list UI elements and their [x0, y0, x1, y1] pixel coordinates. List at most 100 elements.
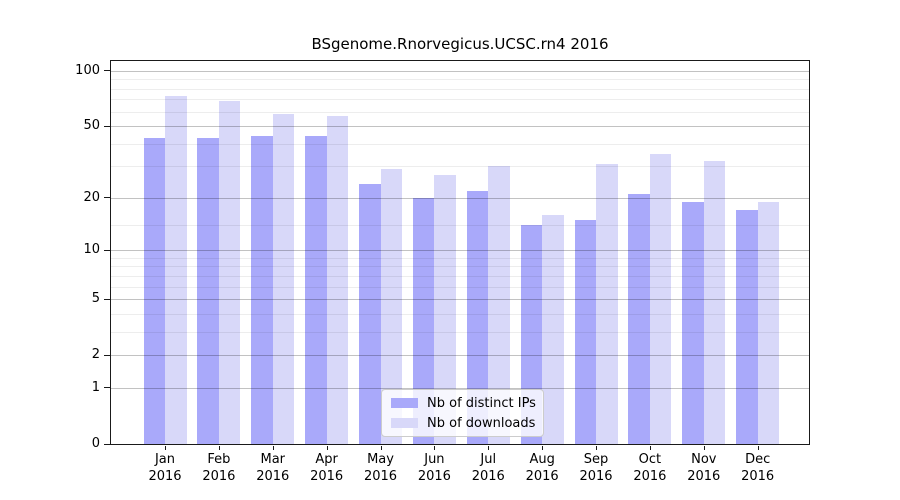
x-label-year: 2016: [471, 469, 505, 484]
x-label-year: 2016: [741, 469, 775, 484]
x-axis-tick-label: Dec 2016: [728, 451, 788, 485]
minor-gridline: [111, 331, 809, 333]
y-axis-tick-label: 5: [91, 291, 100, 307]
y-axis-tick: [104, 249, 111, 251]
x-axis-tick: [649, 446, 651, 450]
minor-gridline: [111, 266, 809, 268]
bar-downloads: [326, 115, 349, 444]
minor-gridline: [111, 313, 809, 315]
x-label-month: Sep: [583, 452, 609, 467]
x-label-year: 2016: [310, 469, 344, 484]
bar-downloads: [596, 163, 618, 444]
x-label-month: Nov: [691, 452, 717, 467]
x-label-month: Feb: [207, 452, 231, 467]
minor-gridline: [111, 79, 809, 81]
bar-downloads: [165, 96, 187, 444]
bar-distinct-ips: [574, 219, 597, 444]
y-axis-tick: [104, 443, 111, 445]
x-axis-tick-label: Apr 2016: [297, 451, 357, 485]
chart-title: BSgenome.Rnorvegicus.UCSC.rn4 2016: [311, 35, 609, 53]
x-label-year: 2016: [256, 469, 290, 484]
y-axis-tick-label: 20: [83, 189, 100, 205]
major-gridline: [111, 355, 809, 357]
bar-downloads: [757, 201, 780, 444]
bar-downloads: [218, 100, 241, 444]
bar-distinct-ips: [628, 194, 650, 444]
x-axis-tick-label: May 2016: [351, 451, 411, 485]
x-axis-tick: [272, 446, 274, 450]
minor-gridline: [111, 166, 809, 168]
bar-distinct-ips: [359, 183, 381, 444]
minor-gridline: [111, 99, 809, 101]
legend-swatch-downloads: [391, 418, 418, 428]
y-axis-tick: [104, 197, 111, 199]
major-gridline: [111, 250, 809, 252]
bar-downloads: [542, 215, 564, 444]
x-axis-tick-label: Jun 2016: [404, 451, 464, 485]
x-label-month: May: [367, 452, 394, 467]
y-axis-tick-label: 2: [91, 347, 100, 363]
major-gridline: [111, 70, 809, 72]
minor-gridline: [111, 88, 809, 90]
y-axis-tick: [104, 354, 111, 356]
x-label-year: 2016: [633, 469, 667, 484]
bar-distinct-ips: [736, 210, 758, 444]
minor-gridline: [111, 143, 809, 145]
bar-downloads: [703, 161, 726, 444]
bar-distinct-ips: [412, 197, 435, 444]
x-axis-tick: [165, 446, 166, 450]
bar-downloads: [488, 166, 510, 444]
bar-downloads: [434, 174, 456, 444]
x-axis-tick: [703, 446, 705, 450]
x-axis-tick: [380, 446, 382, 450]
x-label-month: Mar: [260, 452, 286, 467]
x-label-year: 2016: [687, 469, 721, 484]
legend-label-downloads: Nb of downloads: [427, 415, 536, 431]
x-axis-tick: [542, 446, 544, 450]
x-axis-tick: [757, 446, 759, 450]
x-label-month: Dec: [745, 452, 771, 467]
legend-item-downloads: Nb of downloads: [391, 415, 536, 431]
y-axis-tick-label: 10: [83, 242, 100, 258]
x-axis-tick-label: Aug 2016: [512, 451, 572, 485]
x-axis-tick: [434, 446, 436, 450]
x-label-month: Oct: [638, 452, 662, 467]
y-axis-tick-label: 50: [83, 118, 100, 134]
legend-swatch-distinct-ips: [391, 398, 418, 408]
x-label-year: 2016: [579, 469, 613, 484]
bar-distinct-ips: [251, 136, 273, 444]
x-axis-tick: [218, 446, 220, 450]
minor-gridline: [111, 275, 809, 277]
x-axis-tick-label: Oct 2016: [620, 451, 680, 485]
legend-label-distinct-ips: Nb of distinct IPs: [427, 395, 536, 411]
major-gridline: [111, 299, 809, 301]
x-label-year: 2016: [417, 469, 451, 484]
y-axis-tick-label: 1: [91, 379, 100, 395]
bar-downloads: [380, 169, 403, 444]
bar-distinct-ips: [305, 136, 327, 444]
legend-item-distinct-ips: Nb of distinct IPs: [391, 395, 536, 411]
x-label-month: Apr: [315, 452, 338, 467]
major-gridline: [111, 197, 809, 199]
bar-distinct-ips: [143, 138, 165, 444]
x-axis-tick-label: Jan 2016: [135, 451, 195, 485]
x-axis-tick: [596, 446, 598, 450]
x-label-year: 2016: [363, 469, 398, 484]
legend: Nb of distinct IPs Nb of downloads: [381, 389, 544, 437]
minor-gridline: [111, 286, 809, 288]
bar-distinct-ips: [466, 190, 489, 444]
x-axis-tick: [488, 446, 490, 450]
bar-distinct-ips: [682, 201, 704, 444]
bar-downloads: [272, 114, 295, 444]
x-axis-tick-label: Jul 2016: [458, 451, 518, 485]
bar-distinct-ips: [197, 138, 219, 444]
plot-area: [110, 60, 810, 445]
x-axis-tick-label: Nov 2016: [674, 451, 734, 485]
y-axis-tick: [104, 387, 111, 389]
y-axis-tick: [104, 298, 111, 300]
x-label-month: Jun: [424, 452, 445, 467]
minor-gridline: [111, 111, 809, 113]
y-axis-tick: [104, 125, 111, 127]
y-axis-tick-label: 100: [75, 62, 100, 78]
x-axis-tick: [326, 446, 328, 450]
